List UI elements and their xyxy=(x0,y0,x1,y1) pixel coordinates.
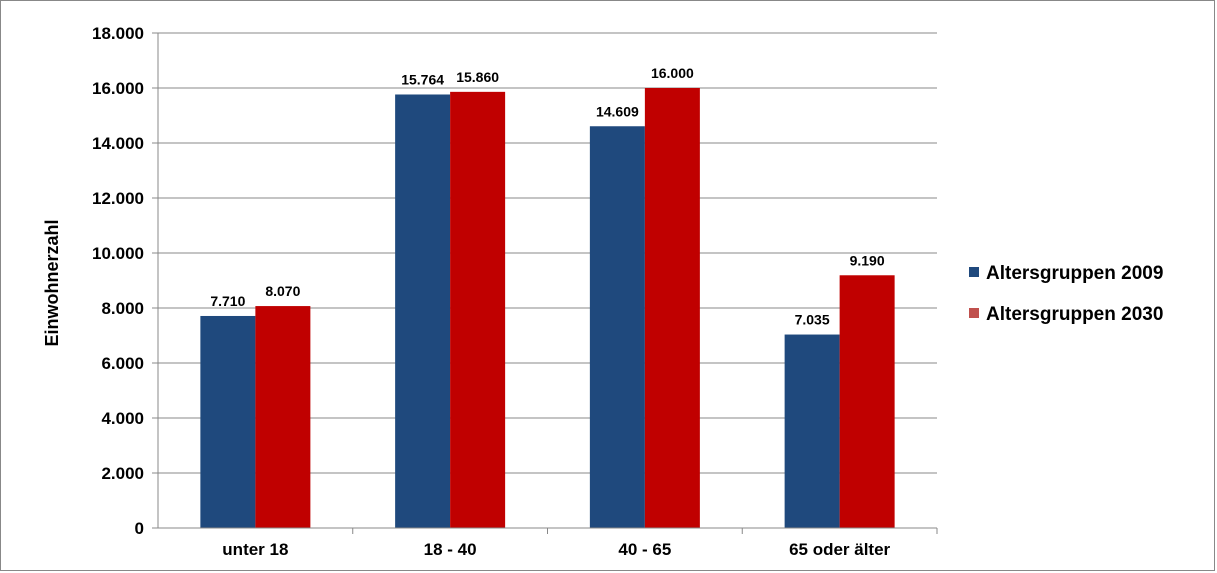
legend-marker-2009 xyxy=(969,267,979,277)
y-tick-label: 12.000 xyxy=(92,189,144,208)
data-label: 7.710 xyxy=(210,293,245,309)
x-category-label: unter 18 xyxy=(222,540,288,559)
x-axis-categories: unter 18 18 - 40 40 - 65 65 oder älter xyxy=(222,528,938,559)
bar-altersgruppen-2009-unter-18 xyxy=(200,315,256,528)
data-labels: 7.710 8.070 15.764 15.860 14.609 16.000 7.035 9… xyxy=(210,65,884,328)
y-axis-label: Einwohnerzahl xyxy=(42,219,62,346)
bar-altersgruppen-2030-65-oder-lter xyxy=(839,275,895,528)
legend: Altersgruppen 2009 Altersgruppen 2030 xyxy=(969,263,1163,325)
y-tick-label: 0 xyxy=(135,519,144,538)
x-category-label: 40 - 65 xyxy=(618,540,671,559)
legend-marker-2030 xyxy=(969,308,979,318)
bar-altersgruppen-2009-18-40 xyxy=(395,94,451,529)
data-label: 14.609 xyxy=(596,103,639,119)
y-tick-label: 18.000 xyxy=(92,24,144,43)
bar-altersgruppen-2030-40-65 xyxy=(644,88,700,528)
y-tick-label: 6.000 xyxy=(101,354,144,373)
legend-label-2030: Altersgruppen 2030 xyxy=(986,304,1163,325)
data-label: 9.190 xyxy=(850,252,885,268)
y-tick-label: 14.000 xyxy=(92,134,144,153)
bar-altersgruppen-2030-18-40 xyxy=(450,91,506,528)
bar-altersgruppen-2009-40-65 xyxy=(589,126,645,528)
x-category-label: 18 - 40 xyxy=(424,540,477,559)
x-category-label: 65 oder älter xyxy=(789,540,890,559)
bars xyxy=(200,88,895,529)
data-label: 7.035 xyxy=(795,312,830,328)
y-tick-label: 4.000 xyxy=(101,409,144,428)
data-label: 15.764 xyxy=(401,71,444,87)
data-label: 15.860 xyxy=(456,69,499,85)
bar-altersgruppen-2030-unter-18 xyxy=(255,306,311,528)
legend-label-2009: Altersgruppen 2009 xyxy=(986,263,1163,284)
y-axis-ticks: 0 2.000 4.000 6.000 8.000 10.000 12.000 14.000 1… xyxy=(92,24,158,538)
y-tick-label: 2.000 xyxy=(101,464,144,483)
data-label: 8.070 xyxy=(265,283,300,299)
data-label: 16.000 xyxy=(651,65,694,81)
y-tick-label: 16.000 xyxy=(92,79,144,98)
y-tick-label: 8.000 xyxy=(101,299,144,318)
bar-altersgruppen-2009-65-oder-lter xyxy=(784,334,840,528)
y-tick-label: 10.000 xyxy=(92,244,144,263)
